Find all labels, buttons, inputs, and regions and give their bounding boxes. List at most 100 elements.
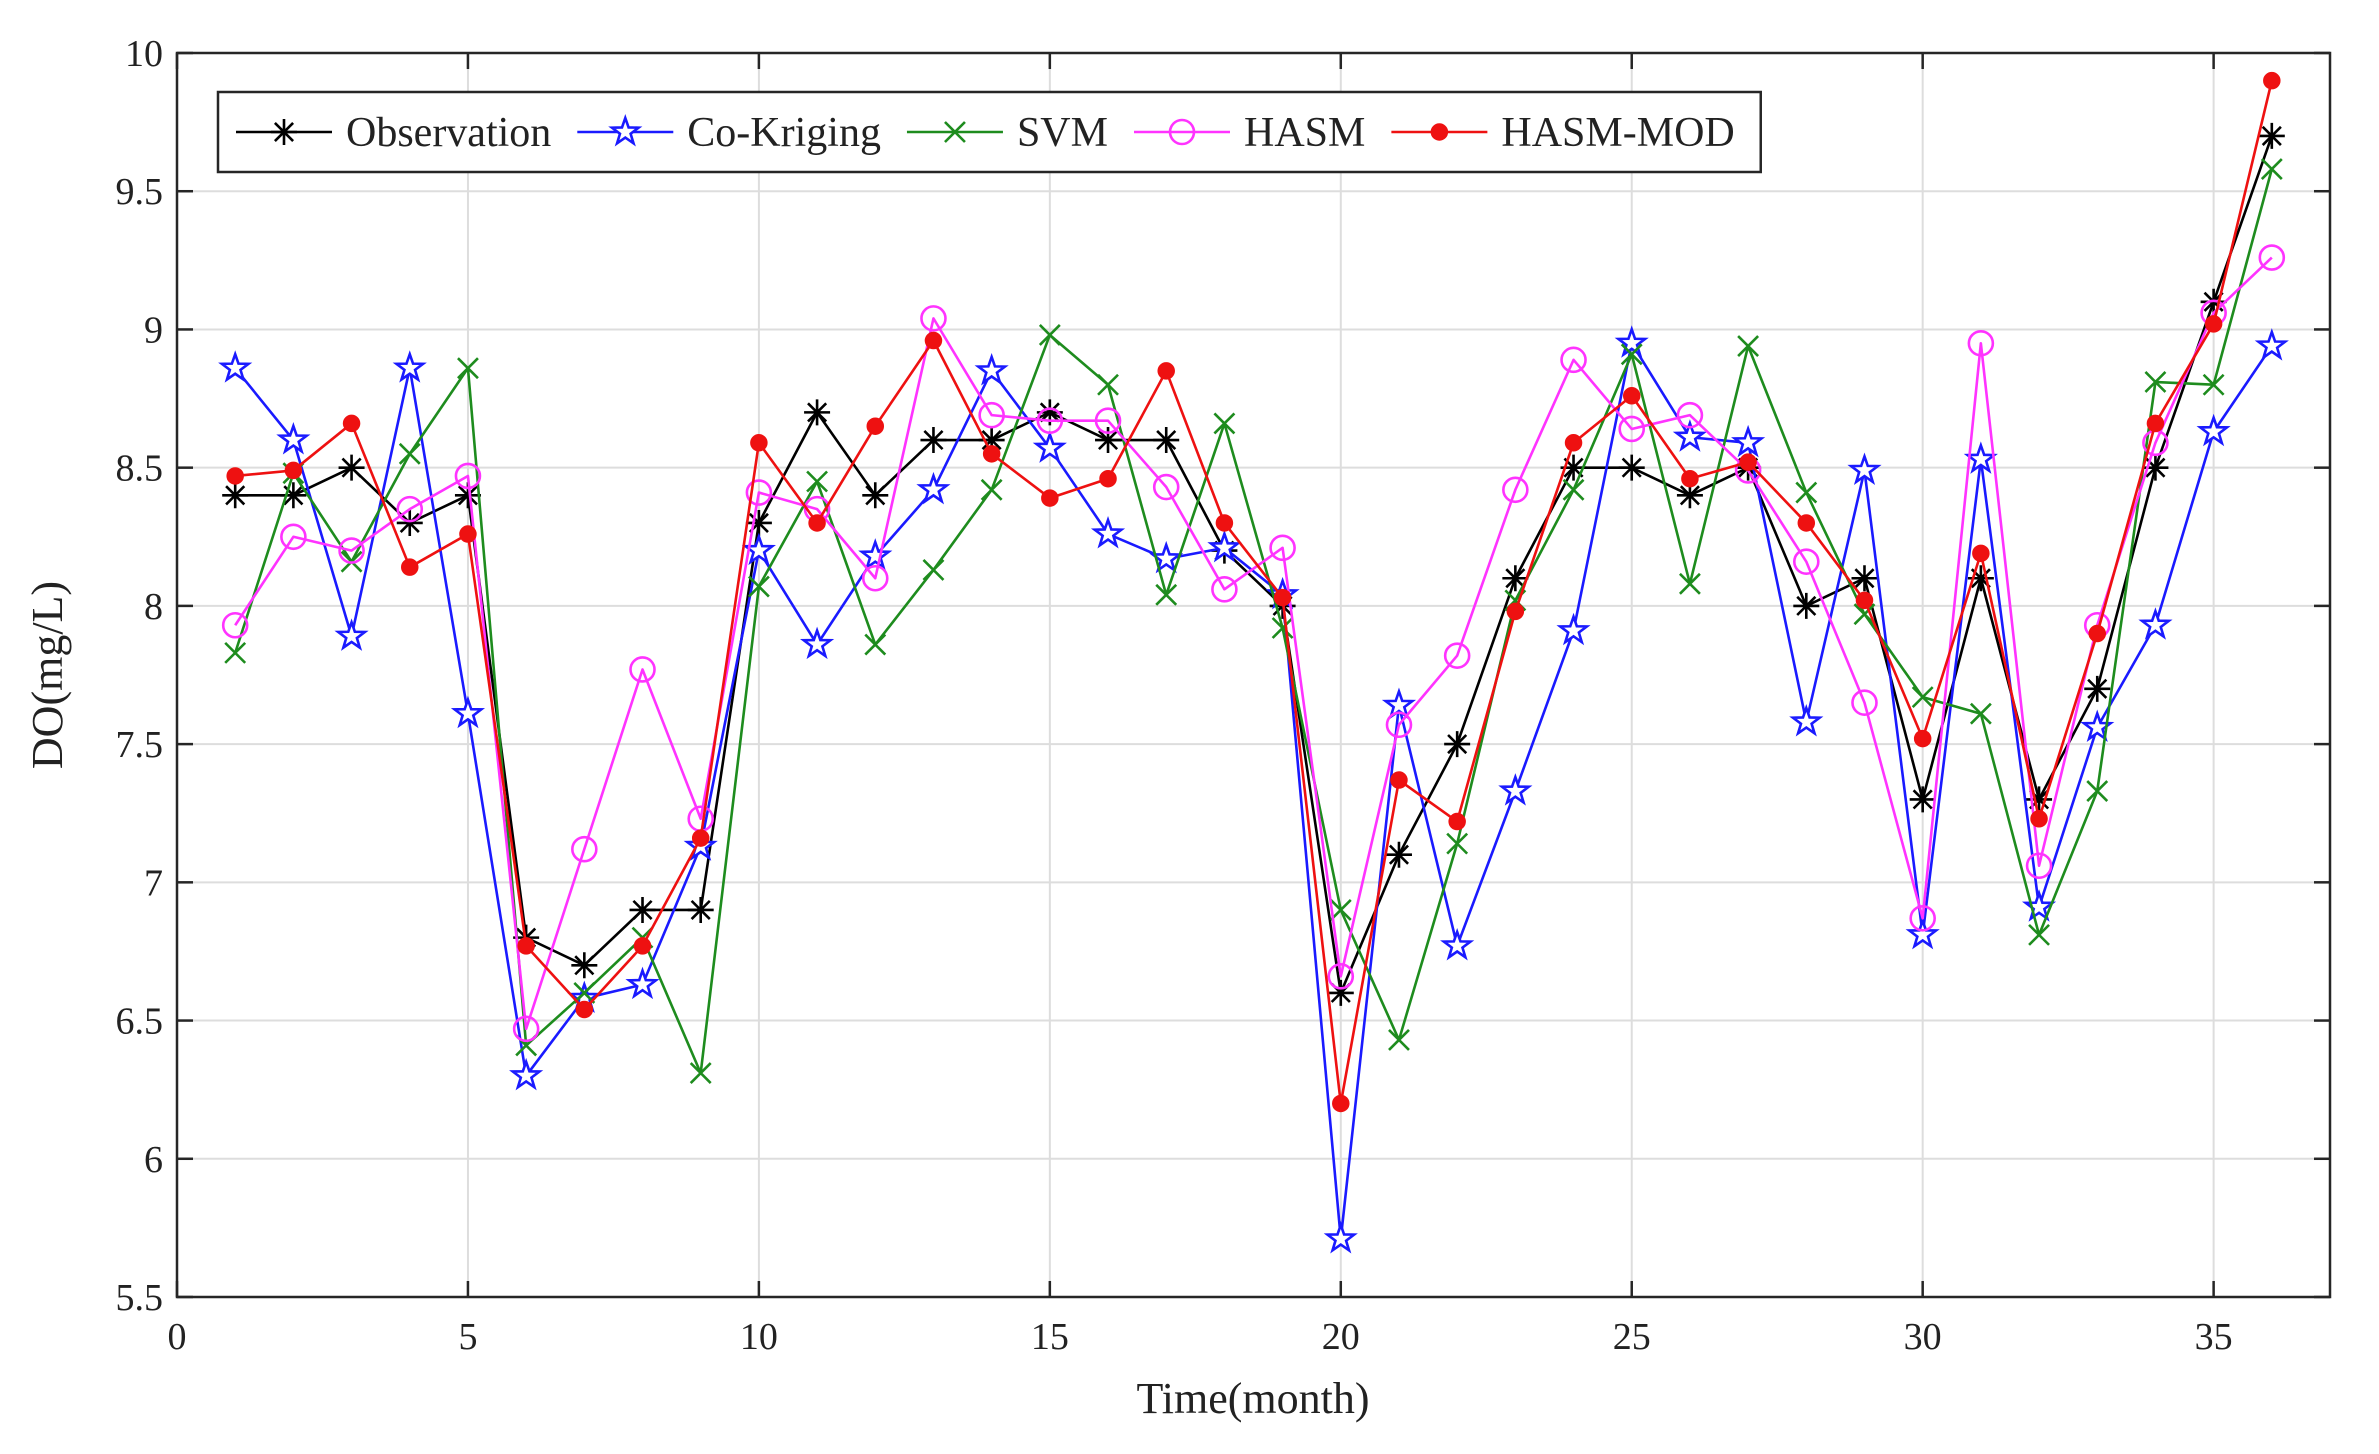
data-point-observation <box>1095 427 1122 454</box>
data-point-hasm <box>1967 329 1995 357</box>
data-point-hasm <box>396 495 424 523</box>
data-point-observation <box>1560 454 1587 481</box>
data-point-hasm-mod <box>2146 414 2165 433</box>
y-axis-label: DO(mg/L) <box>23 581 72 769</box>
series-observation <box>222 122 2285 1006</box>
data-point-svm <box>1213 412 1236 435</box>
data-point-observation <box>338 454 365 481</box>
data-point-hasm <box>1327 963 1355 990</box>
data-point-observation <box>571 952 598 979</box>
data-point-co-kriging <box>1207 529 1242 563</box>
data-point-svm <box>980 478 1003 501</box>
data-point-svm <box>1679 572 1701 595</box>
data-point-co-kriging <box>1963 441 1998 474</box>
data-point-hasm <box>1094 407 1122 434</box>
data-point-hasm-mod <box>982 445 1001 463</box>
data-point-svm <box>2144 371 2167 393</box>
data-point-co-kriging <box>1847 452 1882 485</box>
data-point-observation <box>687 896 714 923</box>
data-point-observation <box>745 509 772 536</box>
data-point-co-kriging <box>1090 516 1126 549</box>
data-point-hasm-mod <box>750 434 768 452</box>
data-point-co-kriging <box>509 1057 544 1091</box>
data-point-hasm-mod <box>633 937 652 955</box>
data-point-co-kriging <box>1440 927 1475 961</box>
data-point-co-kriging <box>858 538 893 571</box>
data-point-co-kriging <box>1323 1220 1358 1254</box>
data-point-hasm-mod <box>1099 469 1117 488</box>
data-point-hasm <box>1036 407 1064 434</box>
data-point-svm <box>2086 780 2109 803</box>
data-point-hasm <box>1618 415 1646 443</box>
data-point-hasm <box>221 611 249 639</box>
data-point-observation <box>1851 565 1878 592</box>
y-tick-label: 9 <box>144 309 163 351</box>
data-point-observation <box>2026 786 2053 813</box>
legend: Observation Co-Kriging SVM HASM HASM-MOD <box>216 90 1762 174</box>
legend-label: HASM-MOD <box>1501 110 1734 156</box>
data-point-svm <box>398 442 421 465</box>
y-tick-label: 8 <box>144 586 163 628</box>
data-point-hasm-mod <box>459 525 477 543</box>
data-point-hasm-mod <box>1448 812 1466 831</box>
legend-label: SVM <box>1017 110 1108 156</box>
data-point-hasm <box>280 523 307 551</box>
data-point-hasm-mod <box>1390 771 1408 789</box>
data-point-co-kriging <box>1556 612 1591 646</box>
data-point-observation <box>920 427 947 454</box>
data-point-hasm-mod <box>866 417 885 435</box>
x-tick-label: 0 <box>168 1316 187 1358</box>
data-point-hasm-mod <box>2204 315 2223 333</box>
data-point-co-kriging <box>974 352 1009 386</box>
data-point-hasm-mod <box>1913 729 1932 748</box>
data-point-hasm-mod <box>2263 71 2281 90</box>
y-tick-label: 10 <box>125 33 163 75</box>
legend-label: Co-Kriging <box>687 110 881 156</box>
data-point-svm <box>1911 686 1934 709</box>
data-point-hasm-mod <box>1855 591 1874 610</box>
series-group <box>218 71 2289 1254</box>
data-point-hasm <box>1269 534 1296 562</box>
data-point-hasm-mod <box>1041 489 1059 507</box>
series-co-kriging <box>218 325 2289 1254</box>
data-point-hasm <box>1152 473 1180 501</box>
data-point-observation <box>978 427 1005 454</box>
data-point-hasm <box>629 656 656 683</box>
data-point-svm <box>1155 583 1178 606</box>
data-point-svm <box>2028 923 2050 946</box>
data-point-observation <box>1967 565 1994 592</box>
data-point-hasm <box>1385 711 1413 739</box>
data-point-observation <box>1153 427 1180 454</box>
series-hasm <box>221 244 2286 1043</box>
data-point-hasm-mod <box>1564 434 1583 452</box>
data-point-hasm <box>920 305 947 332</box>
data-point-hasm-mod <box>1739 453 1757 471</box>
data-point-svm <box>2202 373 2225 396</box>
axis-ticks: 0 5 10 15 20 25 30 35 5.5 6 6.5 7 7.5 8 8.5 9 9.5 10 <box>116 33 2330 1358</box>
data-point-hasm-mod <box>401 558 419 576</box>
data-point-co-kriging <box>1498 773 1533 806</box>
data-point-observation <box>1502 565 1529 592</box>
data-point-hasm-mod <box>1273 588 1292 607</box>
y-tick-label: 9.5 <box>116 171 164 213</box>
data-point-hasm-mod <box>1681 469 1699 488</box>
x-tick-label: 10 <box>740 1316 778 1358</box>
x-tick-label: 25 <box>1613 1316 1651 1358</box>
data-point-observation <box>1793 592 1820 619</box>
data-point-hasm-mod <box>284 461 303 480</box>
x-tick-label: 35 <box>2195 1316 2233 1358</box>
series-line-hasm-mod <box>235 80 2274 1105</box>
data-point-svm <box>1620 343 1643 366</box>
data-point-observation <box>2142 454 2169 481</box>
data-point-hasm-mod <box>1972 544 1990 563</box>
y-tick-label: 6 <box>144 1139 163 1181</box>
data-point-observation <box>629 896 656 923</box>
data-point-hasm <box>512 1015 540 1043</box>
data-point-observation <box>1385 841 1412 868</box>
data-point-hasm <box>1211 576 1238 603</box>
data-point-co-kriging <box>1905 916 1940 950</box>
data-point-hasm-mod <box>226 467 244 485</box>
data-point-hasm <box>1560 346 1587 374</box>
